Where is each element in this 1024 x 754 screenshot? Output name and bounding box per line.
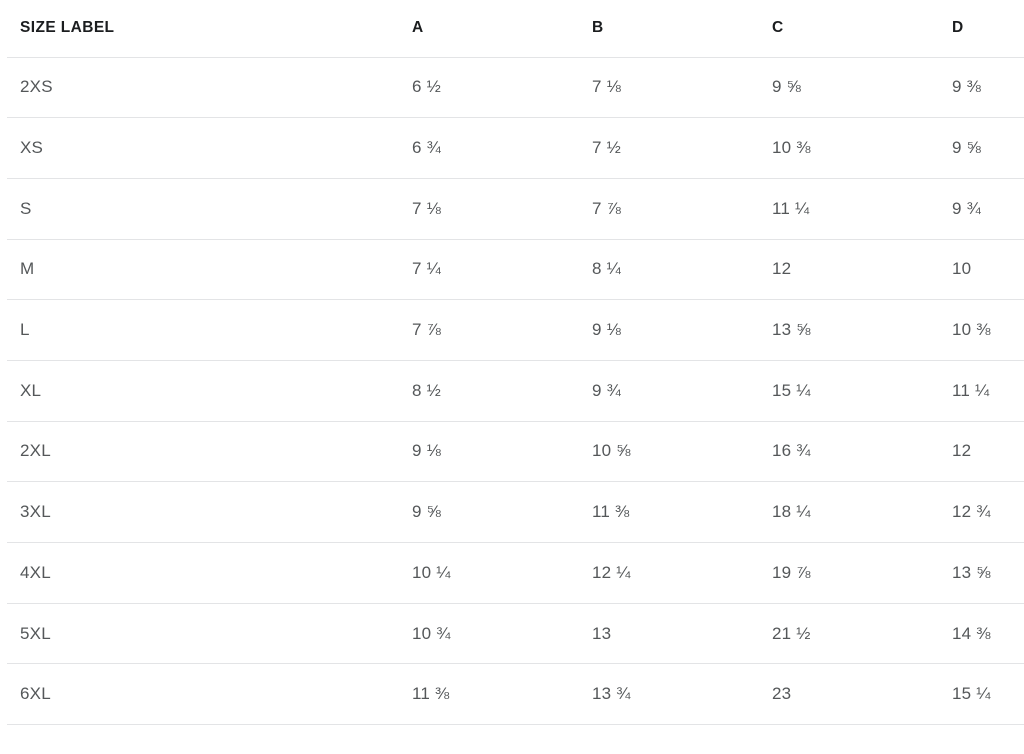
table-row: 3XL 9 ⅝ 11 ⅜ 18 ¼ 12 ¾ [7,481,1024,543]
size-label-cell: 2XS [7,57,412,119]
measurement-cell-c: 9 ⅝ [772,57,952,119]
size-label-cell: L [7,299,412,361]
size-label-cell: 4XL [7,542,412,604]
size-label-cell: 3XL [7,481,412,543]
size-label-cell: XS [7,117,412,179]
measurement-cell-a: 9 ⅛ [412,421,592,483]
column-header-d: D [952,0,1024,58]
measurement-cell-b: 11 ⅜ [592,481,772,543]
measurement-cell-b: 13 ¾ [592,663,772,726]
size-label-cell: XL [7,360,412,422]
measurement-cell-d: 9 ⅜ [952,57,1024,119]
measurement-cell-a: 11 ⅜ [412,663,592,726]
measurement-cell-a: 6 ¾ [412,117,592,179]
measurement-cell-b: 12 ¼ [592,542,772,604]
measurement-cell-c: 10 ⅜ [772,117,952,179]
measurement-cell-b: 7 ½ [592,117,772,179]
measurement-cell-d: 12 [952,421,1024,483]
column-header-size-label: SIZE LABEL [7,0,412,58]
measurement-cell-d: 10 [952,239,1024,301]
measurement-cell-c: 11 ¼ [772,178,952,240]
size-chart-body: 2XS 6 ½ 7 ⅛ 9 ⅝ 9 ⅜ XS 6 ¾ 7 ½ 10 ⅜ 9 ⅝ … [7,57,1024,726]
table-row: M 7 ¼ 8 ¼ 12 10 [7,239,1024,301]
measurement-cell-a: 7 ⅞ [412,299,592,361]
table-row: L 7 ⅞ 9 ⅛ 13 ⅝ 10 ⅜ [7,299,1024,361]
measurement-cell-b: 13 [592,603,772,665]
table-row: 6XL 11 ⅜ 13 ¾ 23 15 ¼ [7,663,1024,726]
measurement-cell-c: 16 ¾ [772,421,952,483]
measurement-cell-d: 13 ⅝ [952,542,1024,604]
size-chart-table: SIZE LABEL A B C D 2XS 6 ½ 7 ⅛ 9 ⅝ 9 ⅜ X… [7,0,1024,726]
measurement-cell-b: 8 ¼ [592,239,772,301]
measurement-cell-c: 18 ¼ [772,481,952,543]
table-row: 2XL 9 ⅛ 10 ⅝ 16 ¾ 12 [7,421,1024,483]
size-label-cell: 5XL [7,603,412,665]
measurement-cell-b: 10 ⅝ [592,421,772,483]
measurement-cell-d: 14 ⅜ [952,603,1024,665]
measurement-cell-b: 7 ⅛ [592,57,772,119]
measurement-cell-c: 19 ⅞ [772,542,952,604]
table-row: 5XL 10 ¾ 13 21 ½ 14 ⅜ [7,603,1024,665]
measurement-cell-a: 8 ½ [412,360,592,422]
size-chart-header: SIZE LABEL A B C D [7,0,1024,58]
measurement-cell-c: 12 [772,239,952,301]
measurement-cell-d: 11 ¼ [952,360,1024,422]
measurement-cell-a: 10 ¾ [412,603,592,665]
measurement-cell-d: 9 ⅝ [952,117,1024,179]
size-label-cell: 2XL [7,421,412,483]
measurement-cell-a: 7 ⅛ [412,178,592,240]
measurement-cell-d: 12 ¾ [952,481,1024,543]
header-row: SIZE LABEL A B C D [7,0,1024,58]
size-label-cell: 6XL [7,663,412,726]
table-row: S 7 ⅛ 7 ⅞ 11 ¼ 9 ¾ [7,178,1024,240]
measurement-cell-d: 10 ⅜ [952,299,1024,361]
measurement-cell-a: 6 ½ [412,57,592,119]
column-header-a: A [412,0,592,58]
column-header-b: B [592,0,772,58]
measurement-cell-c: 21 ½ [772,603,952,665]
table-row: XL 8 ½ 9 ¾ 15 ¼ 11 ¼ [7,360,1024,422]
table-row: 2XS 6 ½ 7 ⅛ 9 ⅝ 9 ⅜ [7,57,1024,119]
size-label-cell: M [7,239,412,301]
measurement-cell-b: 7 ⅞ [592,178,772,240]
measurement-cell-d: 15 ¼ [952,663,1024,726]
measurement-cell-d: 9 ¾ [952,178,1024,240]
measurement-cell-c: 23 [772,663,952,726]
measurement-cell-b: 9 ¾ [592,360,772,422]
measurement-cell-c: 15 ¼ [772,360,952,422]
column-header-c: C [772,0,952,58]
table-row: XS 6 ¾ 7 ½ 10 ⅜ 9 ⅝ [7,117,1024,179]
size-label-cell: S [7,178,412,240]
measurement-cell-a: 9 ⅝ [412,481,592,543]
measurement-cell-a: 7 ¼ [412,239,592,301]
table-row: 4XL 10 ¼ 12 ¼ 19 ⅞ 13 ⅝ [7,542,1024,604]
measurement-cell-a: 10 ¼ [412,542,592,604]
measurement-cell-b: 9 ⅛ [592,299,772,361]
measurement-cell-c: 13 ⅝ [772,299,952,361]
